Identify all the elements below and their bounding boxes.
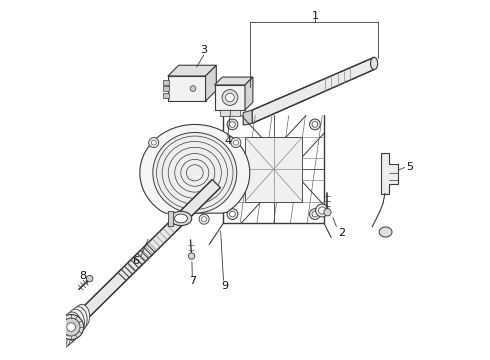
Ellipse shape (318, 207, 326, 214)
Ellipse shape (57, 319, 74, 346)
Ellipse shape (324, 209, 331, 216)
Polygon shape (245, 77, 253, 110)
Ellipse shape (170, 211, 192, 226)
Polygon shape (168, 76, 205, 101)
Bar (220, 110, 240, 116)
Ellipse shape (188, 253, 195, 259)
Bar (163, 80, 169, 85)
Ellipse shape (227, 119, 238, 130)
Polygon shape (381, 153, 398, 194)
Ellipse shape (227, 209, 238, 220)
Text: 2: 2 (338, 228, 345, 238)
Ellipse shape (201, 217, 207, 222)
Ellipse shape (225, 93, 234, 102)
Ellipse shape (66, 309, 84, 336)
Text: 7: 7 (189, 276, 196, 286)
Ellipse shape (222, 90, 238, 105)
Ellipse shape (153, 132, 237, 213)
Ellipse shape (151, 140, 156, 145)
Ellipse shape (174, 214, 187, 223)
Ellipse shape (230, 122, 235, 127)
Text: 4: 4 (224, 136, 231, 146)
Ellipse shape (63, 312, 81, 340)
Bar (169, 211, 172, 226)
Polygon shape (205, 65, 216, 101)
Polygon shape (168, 65, 216, 76)
Text: 6: 6 (132, 256, 139, 266)
Ellipse shape (60, 315, 78, 343)
Text: 3: 3 (200, 45, 207, 55)
Ellipse shape (67, 323, 75, 331)
Ellipse shape (74, 305, 90, 328)
Ellipse shape (70, 307, 87, 332)
Polygon shape (215, 85, 245, 110)
Polygon shape (252, 57, 374, 123)
Ellipse shape (62, 318, 80, 336)
Ellipse shape (148, 138, 159, 148)
Ellipse shape (310, 209, 320, 220)
Ellipse shape (51, 327, 67, 351)
Polygon shape (81, 180, 221, 317)
Ellipse shape (230, 211, 235, 217)
Text: 1: 1 (312, 11, 318, 21)
Bar (245, 137, 302, 202)
Polygon shape (215, 77, 253, 85)
Polygon shape (243, 110, 252, 125)
Ellipse shape (190, 86, 196, 91)
Ellipse shape (312, 211, 318, 217)
Ellipse shape (87, 275, 93, 282)
Ellipse shape (231, 138, 241, 148)
Bar (163, 86, 169, 91)
Ellipse shape (58, 315, 84, 339)
Ellipse shape (379, 227, 392, 237)
Text: 8: 8 (79, 271, 86, 281)
Ellipse shape (370, 57, 378, 69)
Text: 5: 5 (407, 162, 414, 172)
Ellipse shape (233, 140, 238, 145)
Ellipse shape (312, 122, 318, 127)
Ellipse shape (54, 323, 71, 348)
Polygon shape (140, 125, 250, 213)
Ellipse shape (310, 119, 320, 130)
Bar (163, 93, 169, 98)
Ellipse shape (316, 204, 329, 217)
Ellipse shape (199, 214, 209, 224)
Text: 9: 9 (221, 281, 229, 291)
